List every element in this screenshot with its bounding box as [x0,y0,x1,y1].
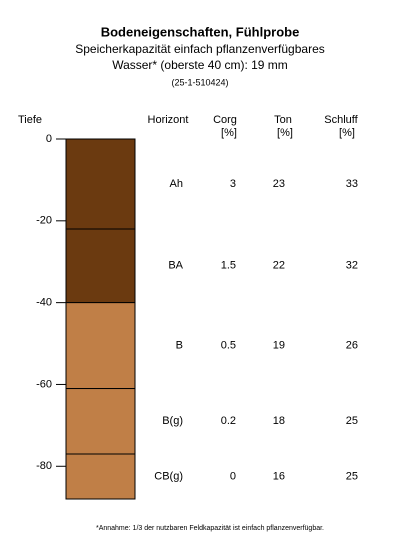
soil-layer [65,302,136,390]
y-tick-label: 0 [46,133,52,145]
cell-schluff: 32 [346,260,358,272]
column-header: Ton [274,114,292,126]
cell-ton: 23 [273,178,285,190]
column-header: Corg [213,114,237,126]
column-header: Horizont [148,114,189,126]
column-unit: [%] [277,127,293,139]
subtitle: (25-1-510424) [171,77,228,87]
y-tick-label: -80 [36,460,52,472]
soil-layer [65,453,136,500]
y-tick-label: -40 [36,297,52,309]
y-axis-label: Tiefe [18,114,42,126]
column-unit: [%] [221,127,237,139]
subtitle: Wasser* (oberste 40 cm): 19 mm [112,58,288,72]
cell-corg: 0 [230,470,236,482]
cell-ton: 16 [273,470,285,482]
cell-schluff: 26 [346,339,358,351]
cell-horizon: Ah [170,178,183,190]
cell-corg: 0.5 [221,339,236,351]
subtitle: Speicherkapazität einfach pflanzenverfüg… [75,42,325,56]
y-tick-label: -60 [36,378,52,390]
column-unit: [%] [339,127,355,139]
cell-corg: 3 [230,178,236,190]
cell-schluff: 25 [346,470,358,482]
cell-corg: 0.2 [221,415,236,427]
soil-layer [65,228,136,304]
soil-layer [65,388,136,455]
cell-schluff: 25 [346,415,358,427]
cell-ton: 22 [273,260,285,272]
cell-ton: 19 [273,339,285,351]
cell-ton: 18 [273,415,285,427]
column-header: Schluff [324,114,358,126]
chart-title: Bodeneigenschaften, Fühlprobe [101,24,300,39]
cell-horizon: B [176,339,183,351]
cell-schluff: 33 [346,178,358,190]
y-tick-label: -20 [36,215,52,227]
cell-horizon: BA [168,260,183,272]
cell-horizon: B(g) [162,415,183,427]
cell-corg: 1.5 [221,260,236,272]
footnote: *Annahme: 1/3 der nutzbaren Feldkapazitä… [96,525,324,532]
soil-layer [65,138,136,230]
cell-horizon: CB(g) [154,470,183,482]
